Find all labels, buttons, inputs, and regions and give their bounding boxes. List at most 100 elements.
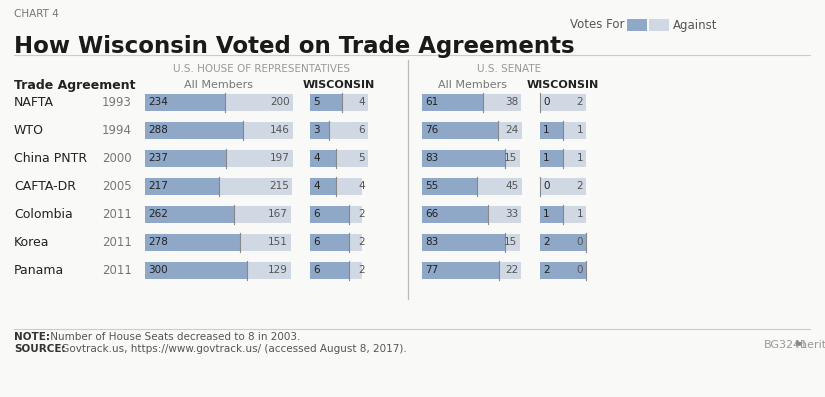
Text: Votes For: Votes For [570, 19, 625, 31]
Text: 2: 2 [358, 265, 365, 275]
Bar [342, 94, 368, 110]
Text: Against: Against [673, 19, 718, 31]
Text: BG3241: BG3241 [764, 340, 808, 350]
Text: SOURCE:: SOURCE: [14, 344, 66, 354]
Text: Korea: Korea [14, 235, 49, 249]
Text: 2: 2 [577, 97, 583, 107]
Bar [243, 121, 293, 139]
Bar [329, 121, 368, 139]
Text: All Members: All Members [185, 80, 253, 90]
Bar [540, 177, 586, 195]
Bar [225, 150, 293, 166]
Bar [310, 233, 349, 251]
Text: All Members: All Members [437, 80, 507, 90]
Text: CAFTA-DR: CAFTA-DR [14, 179, 76, 193]
Bar [247, 262, 291, 279]
Bar [336, 150, 368, 166]
Bar [540, 150, 563, 166]
Text: 146: 146 [270, 125, 290, 135]
Text: 6: 6 [313, 265, 319, 275]
Bar [563, 150, 586, 166]
Text: 76: 76 [425, 125, 438, 135]
Text: 262: 262 [148, 209, 167, 219]
Text: 0: 0 [577, 237, 583, 247]
Text: 0: 0 [577, 265, 583, 275]
Text: 5: 5 [313, 97, 319, 107]
Text: Panama: Panama [14, 264, 64, 276]
Text: 61: 61 [425, 97, 438, 107]
Bar [540, 262, 586, 279]
Text: NOTE:: NOTE: [14, 332, 50, 342]
Bar [219, 177, 292, 195]
Text: 197: 197 [270, 153, 290, 163]
Bar [540, 206, 563, 222]
Text: 2: 2 [543, 265, 549, 275]
Bar [488, 206, 521, 222]
Text: 1: 1 [543, 209, 549, 219]
Text: Govtrack.us, https://www.govtrack.us/ (accessed August 8, 2017).: Govtrack.us, https://www.govtrack.us/ (a… [58, 344, 407, 354]
Text: 151: 151 [268, 237, 288, 247]
Text: 55: 55 [425, 181, 438, 191]
Bar [310, 150, 336, 166]
Text: 66: 66 [425, 209, 438, 219]
Text: 2: 2 [358, 209, 365, 219]
Text: WISCONSIN: WISCONSIN [303, 80, 375, 90]
Text: 2011: 2011 [102, 264, 132, 276]
Bar [145, 262, 247, 279]
Text: 4: 4 [358, 181, 365, 191]
Text: 4: 4 [358, 97, 365, 107]
Bar [145, 121, 243, 139]
Text: heritage.org: heritage.org [800, 340, 825, 350]
Text: 2: 2 [577, 181, 583, 191]
Bar [234, 206, 291, 222]
Text: 4: 4 [313, 181, 319, 191]
Text: WTO: WTO [14, 123, 44, 137]
Text: Number of House Seats decreased to 8 in 2003.: Number of House Seats decreased to 8 in … [47, 332, 300, 342]
Text: 2005: 2005 [102, 179, 132, 193]
Bar [422, 262, 499, 279]
Text: 15: 15 [504, 153, 517, 163]
Text: U.S. SENATE: U.S. SENATE [477, 64, 541, 74]
Bar [505, 233, 520, 251]
Text: 237: 237 [148, 153, 167, 163]
Bar [224, 94, 293, 110]
Text: 2011: 2011 [102, 208, 132, 220]
Text: 15: 15 [504, 237, 517, 247]
Bar [145, 94, 224, 110]
Text: 0: 0 [543, 181, 549, 191]
Bar [649, 19, 669, 31]
Text: 2011: 2011 [102, 235, 132, 249]
Bar [422, 177, 477, 195]
Text: 288: 288 [148, 125, 167, 135]
Bar [540, 121, 563, 139]
Text: 1: 1 [577, 153, 583, 163]
Text: 1: 1 [543, 125, 549, 135]
Text: 22: 22 [505, 265, 518, 275]
Text: 234: 234 [148, 97, 167, 107]
Text: U.S. HOUSE OF REPRESENTATIVES: U.S. HOUSE OF REPRESENTATIVES [173, 64, 350, 74]
Text: 1994: 1994 [102, 123, 132, 137]
Bar [310, 262, 349, 279]
Bar [349, 262, 361, 279]
Text: 45: 45 [506, 181, 519, 191]
Text: 33: 33 [505, 209, 518, 219]
Text: 83: 83 [425, 237, 438, 247]
Text: 167: 167 [268, 209, 288, 219]
Text: 1993: 1993 [102, 96, 132, 108]
Bar [310, 121, 329, 139]
Text: 2000: 2000 [102, 152, 132, 164]
Text: 38: 38 [505, 97, 518, 107]
Text: 1: 1 [577, 209, 583, 219]
Text: China PNTR: China PNTR [14, 152, 87, 164]
Bar [627, 19, 647, 31]
Bar [499, 262, 521, 279]
Bar [239, 233, 291, 251]
Text: 83: 83 [425, 153, 438, 163]
Text: 3: 3 [313, 125, 319, 135]
Text: Trade Agreement: Trade Agreement [14, 79, 135, 91]
Bar [422, 94, 483, 110]
Bar [505, 150, 520, 166]
Text: CHART 4: CHART 4 [14, 9, 59, 19]
Text: 6: 6 [313, 237, 319, 247]
Bar [563, 121, 586, 139]
